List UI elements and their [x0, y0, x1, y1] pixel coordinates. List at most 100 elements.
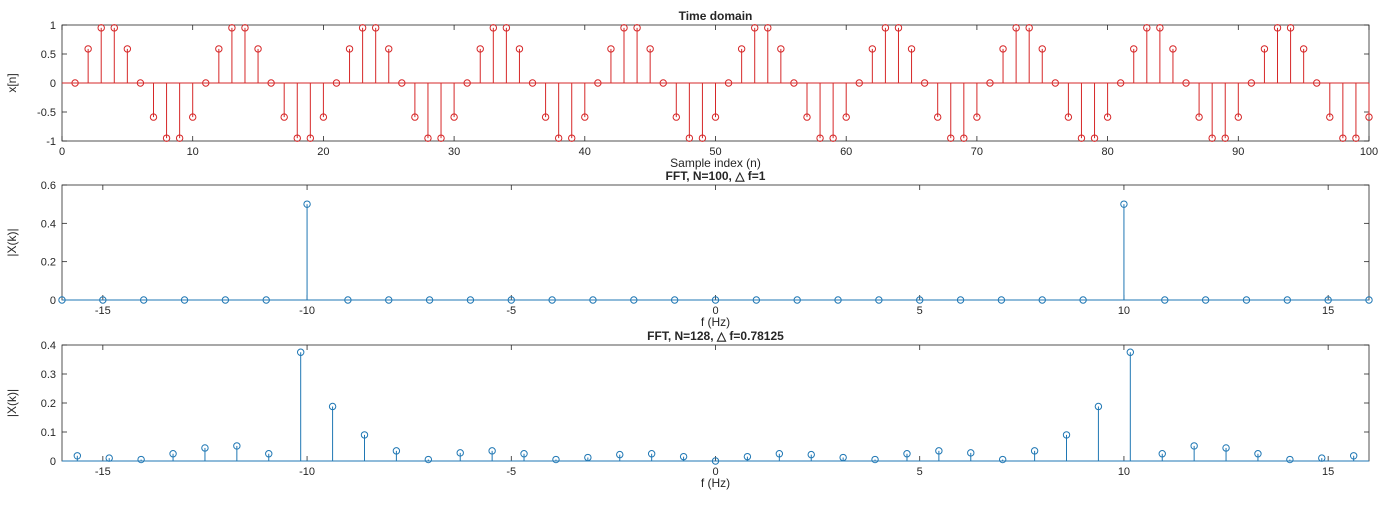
chart-1-stem-marker: [960, 134, 968, 142]
chart-1-stem-marker: [136, 79, 145, 87]
chart-1-stem-marker: [933, 113, 942, 121]
chart-1-stem-marker: [554, 134, 563, 142]
chart-2-stem-marker: [630, 296, 638, 304]
chart-1-stem-marker: [1352, 134, 1360, 142]
chart-2-stem-marker: [385, 296, 393, 304]
chart-1-stem-marker: [816, 134, 824, 142]
chart-1-stem-marker: [97, 24, 105, 32]
chart-1-stem-marker: [71, 79, 79, 87]
chart-1-stem-marker: [1339, 134, 1347, 142]
chart-1-stem-marker: [1012, 24, 1020, 32]
chart-3-stem-marker: [1286, 455, 1294, 464]
chart-1-stem-marker: [894, 24, 903, 32]
chart-2-stem-marker: [956, 296, 965, 304]
chart-2-stem-marker: [303, 200, 311, 208]
chart-3-ytick-label: 0.4: [41, 340, 56, 352]
chart-2-stem-marker: [916, 296, 924, 304]
chart-3-stem-marker: [998, 455, 1007, 464]
chart-3-ytick-label: 0.3: [41, 369, 56, 381]
chart-1-stem-marker: [175, 134, 184, 142]
chart-3-stem-marker: [488, 447, 496, 455]
chart-3-stem-marker: [1126, 348, 1135, 356]
chart-3-xtick-label: -10: [299, 466, 315, 478]
chart-1-stem-marker: [842, 113, 850, 121]
chart-2-xtick-label: -5: [506, 305, 516, 317]
chart-1-xtick-label: 0: [59, 146, 65, 158]
chart-2-xtick-label: 10: [1118, 305, 1130, 317]
chart-1-xtick-label: 70: [971, 146, 983, 158]
chart-1-stem-marker: [358, 24, 367, 32]
chart-1-stem-marker: [1208, 134, 1216, 142]
chart-3-stem-marker: [201, 444, 209, 452]
chart-1-stem-marker: [463, 79, 471, 87]
chart-1-stem-marker: [450, 113, 458, 121]
chart-2-stem-marker: [58, 296, 66, 304]
chart-3-xtick-label: 5: [917, 466, 923, 478]
chart-3-stem-marker: [552, 455, 560, 464]
chart-1-stem-marker: [724, 79, 733, 87]
chart-1-stem-marker: [528, 79, 537, 87]
chart-1-stem-marker: [84, 45, 92, 53]
chart-1-stem-marker: [607, 45, 615, 53]
chart-2-stem-marker: [1283, 296, 1292, 304]
chart-2-stem-marker: [425, 296, 434, 304]
chart-3-stem-marker: [775, 450, 784, 458]
chart-3-stem-marker: [73, 452, 82, 460]
chart-1-stem-marker: [371, 24, 380, 32]
chart-3-xtick-label: -15: [95, 466, 111, 478]
chart-3-stem-marker: [392, 447, 401, 455]
chart-1-stem-marker: [737, 45, 746, 53]
chart-3-stem-marker: [839, 453, 847, 462]
chart-1-stem-marker: [110, 24, 118, 32]
chart-3-stem-marker: [871, 455, 879, 464]
chart-1-stem-marker: [1182, 79, 1190, 87]
chart-3-stem-marker: [1222, 444, 1230, 452]
chart-1-stem-marker: [215, 45, 223, 53]
chart-2-stem-marker: [466, 296, 475, 304]
chart-1-stem-marker: [986, 79, 994, 87]
chart-1-stem-marker: [1286, 24, 1295, 32]
chart-1-stem-marker: [751, 24, 759, 32]
chart-1-title: Time domain: [679, 9, 753, 23]
chart-1-stem-marker: [489, 24, 498, 32]
chart-1-stem-marker: [803, 113, 811, 121]
chart-3-stem-marker: [903, 450, 911, 458]
chart-1-ytick-label: 0: [50, 78, 56, 90]
chart-2-xtick-label: -10: [299, 305, 315, 317]
chart-2-ytick-label: 0.2: [41, 257, 56, 269]
chart-2-axes-box: [61, 184, 1370, 301]
chart-2-xtick-label: 5: [917, 305, 923, 317]
chart-1-stem-marker: [1116, 79, 1125, 87]
chart-1-stem-marker: [1038, 45, 1046, 53]
chart-1-xtick-label: 50: [709, 146, 721, 158]
chart-1-stem-marker: [1195, 113, 1203, 121]
chart-1-stem-marker: [476, 45, 484, 53]
chart-1-stem-marker: [777, 45, 785, 53]
chart-2-stem-marker: [548, 296, 556, 304]
chart-3-stem-marker: [1062, 431, 1071, 439]
chart-1-xtick-label: 80: [1101, 146, 1113, 158]
chart-2-stem-marker: [344, 296, 352, 304]
chart-2-stem-marker: [221, 296, 230, 304]
chart-1-stem-marker: [1143, 24, 1151, 32]
chart-1-stem-marker: [829, 134, 837, 142]
chart-1-ytick-label: 1: [50, 20, 56, 32]
chart-3-stem-marker: [935, 447, 943, 455]
chart-1-stem-marker: [398, 79, 406, 87]
chart-1-stem-marker: [123, 45, 132, 53]
chart-3-stem-marker: [456, 449, 464, 457]
chart-1-stem-marker: [202, 79, 210, 87]
chart-1-stem-marker: [685, 134, 694, 142]
chart-2-stem-marker: [1161, 296, 1169, 304]
chart-3-xlabel: f (Hz): [701, 476, 730, 490]
chart-1-stem-marker: [1234, 113, 1243, 121]
chart-1-stem-marker: [790, 79, 798, 87]
chart-1-stem-marker: [620, 24, 628, 32]
chart-1-stem-marker: [280, 113, 288, 121]
chart-1-stem-marker: [881, 24, 890, 32]
chart-2-stem-marker: [1079, 296, 1087, 304]
chart-1-stem-marker: [254, 45, 262, 53]
chart-3-ytick-label: 0.1: [41, 427, 56, 439]
chart-3-xtick-label: 10: [1118, 466, 1130, 478]
chart-3-stem-marker: [328, 402, 337, 411]
